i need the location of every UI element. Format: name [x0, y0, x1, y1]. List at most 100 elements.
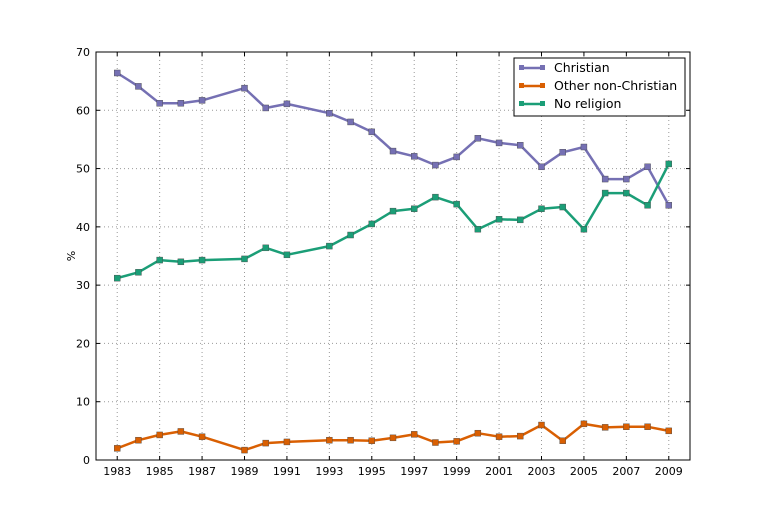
legend-entry-no-religion: No religion	[519, 96, 621, 111]
data-point-no-religion	[580, 225, 588, 233]
data-point-no-religion	[156, 256, 163, 264]
data-point-no-religion	[559, 203, 566, 211]
x-tick-label: 2009	[655, 465, 683, 478]
data-point-no-religion	[644, 202, 651, 209]
y-tick-label: 30	[76, 279, 90, 292]
y-tick-label: 70	[76, 46, 90, 59]
data-point-no-religion	[538, 205, 545, 212]
data-point-other-non-christian	[517, 432, 524, 440]
series-group	[114, 69, 672, 454]
data-point-christian	[644, 163, 651, 171]
data-point-no-religion	[198, 256, 206, 264]
data-point-no-religion	[177, 258, 185, 266]
x-tick-label: 2001	[485, 465, 513, 478]
y-tick-label: 20	[76, 337, 90, 350]
x-tick-label: 1993	[315, 465, 343, 478]
data-point-christian	[326, 109, 333, 117]
data-point-christian	[368, 128, 375, 136]
legend-marker-other	[540, 83, 545, 88]
x-tick-label: 1985	[146, 465, 174, 478]
data-point-christian	[389, 147, 397, 155]
x-tick-label: 1989	[231, 465, 259, 478]
data-point-christian	[283, 100, 291, 108]
data-point-christian	[135, 83, 142, 90]
data-point-other-non-christian	[347, 436, 354, 444]
data-point-other-non-christian	[283, 438, 291, 446]
data-point-other-non-christian	[411, 431, 418, 438]
data-point-christian	[114, 69, 121, 77]
data-point-other-non-christian	[389, 434, 397, 442]
data-point-other-non-christian	[198, 433, 206, 440]
data-point-other-non-christian	[474, 429, 482, 437]
data-point-christian	[623, 175, 630, 183]
data-point-other-non-christian	[453, 438, 460, 445]
data-point-no-religion	[474, 225, 482, 233]
data-point-christian	[538, 163, 545, 171]
data-point-christian	[517, 142, 524, 149]
data-point-no-religion	[283, 251, 291, 259]
x-tick-label: 1987	[188, 465, 216, 478]
data-point-other-non-christian	[601, 424, 609, 431]
data-point-other-non-christian	[177, 428, 185, 435]
data-point-christian	[601, 175, 609, 183]
data-point-no-religion	[347, 231, 354, 239]
legend-entry-christian: Christian	[519, 60, 610, 75]
x-tick-label: 1983	[103, 465, 131, 478]
y-axis-label: %	[65, 251, 78, 261]
data-point-other-non-christian	[368, 437, 375, 444]
legend-marker-no-religion	[519, 101, 524, 106]
data-point-christian	[453, 153, 460, 161]
data-point-christian	[559, 149, 566, 156]
data-point-no-religion	[495, 216, 503, 223]
data-point-christian	[432, 161, 439, 169]
x-tick-label: 1999	[443, 465, 471, 478]
legend-label-other: Other non-Christian	[554, 78, 677, 93]
data-point-christian	[411, 153, 418, 160]
data-point-christian	[262, 104, 269, 112]
data-point-other-non-christian	[538, 421, 545, 429]
data-point-no-religion	[601, 189, 609, 197]
legend-label-christian: Christian	[554, 60, 610, 75]
data-point-other-non-christian	[156, 431, 163, 439]
data-point-no-religion	[114, 274, 121, 282]
y-tick-label: 50	[76, 163, 90, 176]
data-point-no-religion	[262, 244, 269, 252]
x-tick-label: 2007	[612, 465, 640, 478]
data-point-other-non-christian	[241, 446, 248, 454]
data-point-other-non-christian	[580, 420, 588, 428]
data-point-other-non-christian	[644, 423, 651, 430]
legend: Christian Other non-Christian No religio…	[513, 57, 686, 117]
legend-marker-christian	[519, 65, 524, 70]
data-point-no-religion	[432, 193, 439, 201]
y-tick-label: 10	[76, 396, 90, 409]
legend-marker-no-religion	[540, 101, 545, 106]
data-point-other-non-christian	[326, 436, 333, 444]
data-point-other-non-christian	[432, 439, 439, 446]
data-point-christian	[177, 100, 185, 107]
x-tick-label: 1995	[358, 465, 386, 478]
data-point-other-non-christian	[495, 433, 503, 440]
legend-label-no-religion: No religion	[554, 96, 621, 111]
x-tick-label: 1991	[273, 465, 301, 478]
data-point-other-non-christian	[665, 427, 672, 435]
plot-frame	[95, 51, 691, 461]
x-tick-label: 1997	[400, 465, 428, 478]
data-point-no-religion	[517, 216, 524, 224]
data-point-no-religion	[368, 220, 375, 228]
data-point-no-religion	[389, 207, 397, 215]
data-point-no-religion	[453, 200, 460, 208]
data-point-christian	[156, 100, 163, 107]
x-tick-label: 2003	[528, 465, 556, 478]
legend-marker-other	[519, 83, 524, 88]
data-point-other-non-christian	[135, 436, 142, 444]
data-point-christian	[241, 84, 248, 92]
y-tick-label: 0	[83, 454, 90, 467]
data-point-no-religion	[665, 160, 672, 168]
data-point-christian	[347, 118, 354, 126]
y-tick-label: 40	[76, 221, 90, 234]
data-point-no-religion	[135, 269, 142, 276]
data-point-christian	[580, 143, 588, 151]
data-point-christian	[198, 97, 206, 104]
legend-marker-christian	[540, 65, 545, 70]
